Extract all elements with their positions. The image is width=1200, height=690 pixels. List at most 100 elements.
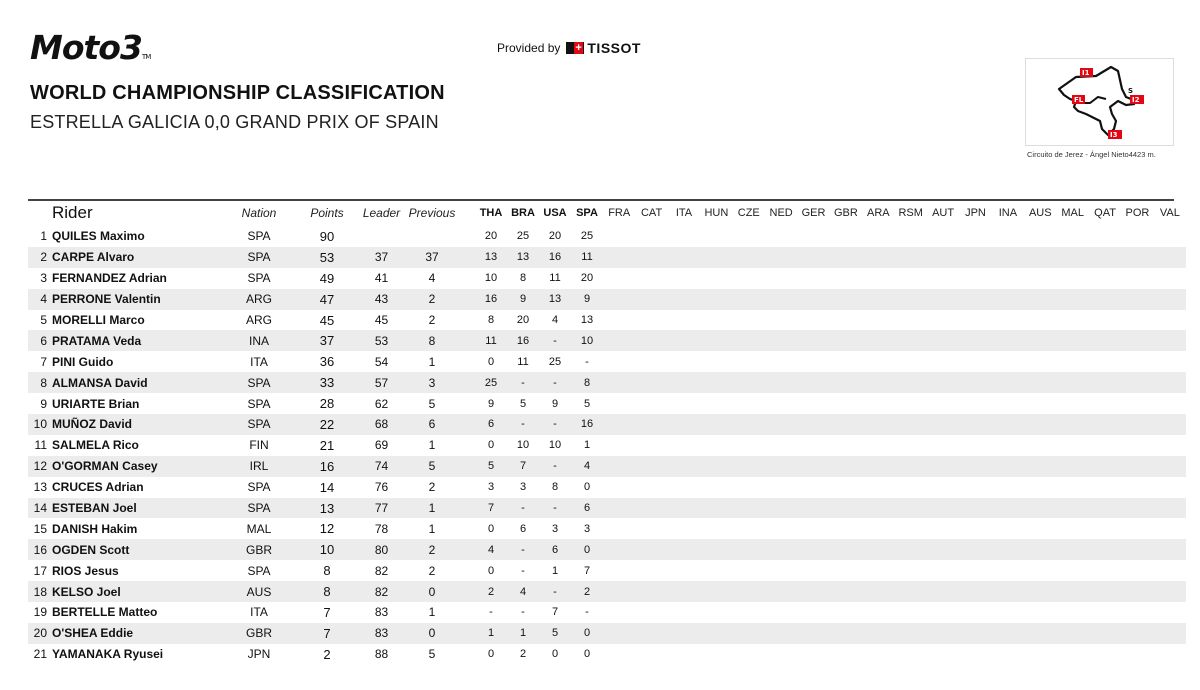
race-points: 0 (487, 564, 495, 577)
race-points (765, 393, 797, 414)
table-row: 19 BERTELLE Matteo ITA 7 83 1 - - 7 - (28, 602, 1186, 623)
race-points (1121, 393, 1153, 414)
race-points (1024, 372, 1057, 394)
race-points (927, 644, 959, 665)
race-points: 0 (487, 355, 495, 368)
table-row: 3 FERNANDEZ Adrian SPA 49 41 4 10 8 11 20 (28, 268, 1186, 289)
race-points (603, 497, 636, 519)
race-points (603, 644, 635, 665)
race-points (1121, 602, 1153, 623)
rider-position: 15 (33, 521, 47, 536)
race-points (667, 497, 701, 519)
race-points: - (521, 564, 525, 577)
rider-name: PRATAMA Veda (52, 330, 222, 352)
race-points (700, 497, 733, 519)
race-points (700, 435, 732, 456)
race-points (1056, 497, 1089, 519)
rider-name: QUILES Maximo (52, 229, 145, 244)
race-points (862, 622, 895, 644)
race-points: 6 (571, 497, 603, 519)
race-points: - (507, 539, 539, 561)
race-points (862, 581, 895, 603)
race-points (959, 477, 991, 498)
rider-name: RIOS Jesus (52, 563, 119, 578)
race-points (635, 330, 668, 352)
gap-to-previous: 5 (428, 647, 436, 662)
race-points (991, 539, 1025, 561)
race-points: 6 (519, 522, 527, 535)
race-points (603, 351, 635, 372)
race-points: 20 (548, 230, 562, 243)
race-points (959, 393, 991, 414)
race-points (603, 435, 635, 456)
race-points (894, 497, 927, 519)
race-points (732, 622, 765, 644)
race-points (1089, 518, 1121, 539)
race-points (959, 414, 992, 435)
rider-nation: SPA (247, 563, 271, 578)
race-points (764, 497, 798, 519)
race-points: 0 (583, 481, 591, 494)
row-spacer (459, 310, 475, 331)
race-points (992, 268, 1024, 289)
rider-points: 53 (296, 246, 358, 268)
race-points (1154, 435, 1186, 456)
rider-name: ALMANSA David (52, 372, 222, 394)
race-points (1056, 477, 1088, 498)
column-header-rider: Rider (52, 202, 93, 222)
race-points (1089, 393, 1121, 414)
race-points (1089, 351, 1121, 372)
race-points (603, 246, 636, 268)
race-points (1024, 268, 1056, 289)
race-points (603, 581, 636, 603)
race-points (733, 435, 765, 456)
race-points (927, 435, 959, 456)
race-points (894, 414, 927, 435)
gap-to-previous: 1 (428, 438, 436, 453)
race-points (1056, 644, 1088, 665)
race-points (959, 497, 992, 519)
rider-position: 11 (34, 438, 47, 453)
gap-to-previous: 1 (428, 521, 436, 536)
rider-points: 36 (319, 354, 335, 370)
rider-nation: GBR (222, 622, 296, 644)
rider-name: DANISH Hakim (52, 521, 138, 536)
race-points (635, 372, 668, 394)
race-points (926, 539, 960, 561)
race-points: 10 (571, 330, 603, 352)
gap-to-leader: 57 (358, 372, 405, 394)
race-points (1153, 288, 1187, 310)
race-points (1056, 393, 1088, 414)
gap-to-leader: 62 (374, 396, 389, 411)
race-points (862, 246, 895, 268)
table-row: 2 CARPE Alvaro SPA 53 37 37 13 13 16 11 (28, 246, 1187, 268)
race-points (1024, 644, 1056, 665)
rider-position: 16 (28, 539, 52, 561)
row-spacer (459, 393, 475, 414)
row-spacer (459, 497, 475, 519)
race-points (1121, 414, 1154, 435)
table-row: 1 QUILES Maximo SPA 90 20 25 20 25 (28, 226, 1186, 247)
race-points (765, 560, 797, 581)
race-points: 0 (487, 439, 495, 452)
column-header-race: GBR (834, 206, 858, 219)
race-points (732, 246, 765, 268)
race-points (635, 226, 667, 247)
race-points (926, 497, 960, 519)
race-points (635, 414, 668, 435)
race-points (927, 310, 959, 331)
gap-to-previous: 2 (428, 563, 436, 578)
race-points (1154, 268, 1186, 289)
race-points (668, 268, 700, 289)
column-header-race: GER (801, 206, 826, 219)
race-points (1056, 372, 1089, 394)
rider-nation: SPA (222, 372, 296, 394)
rider-nation: ITA (250, 354, 268, 369)
race-points: 11 (475, 330, 507, 352)
race-points (732, 539, 765, 561)
rider-points: 8 (296, 581, 358, 603)
race-points (991, 622, 1025, 644)
race-points (797, 560, 829, 581)
rider-position: 10 (28, 414, 52, 435)
race-points (667, 622, 701, 644)
